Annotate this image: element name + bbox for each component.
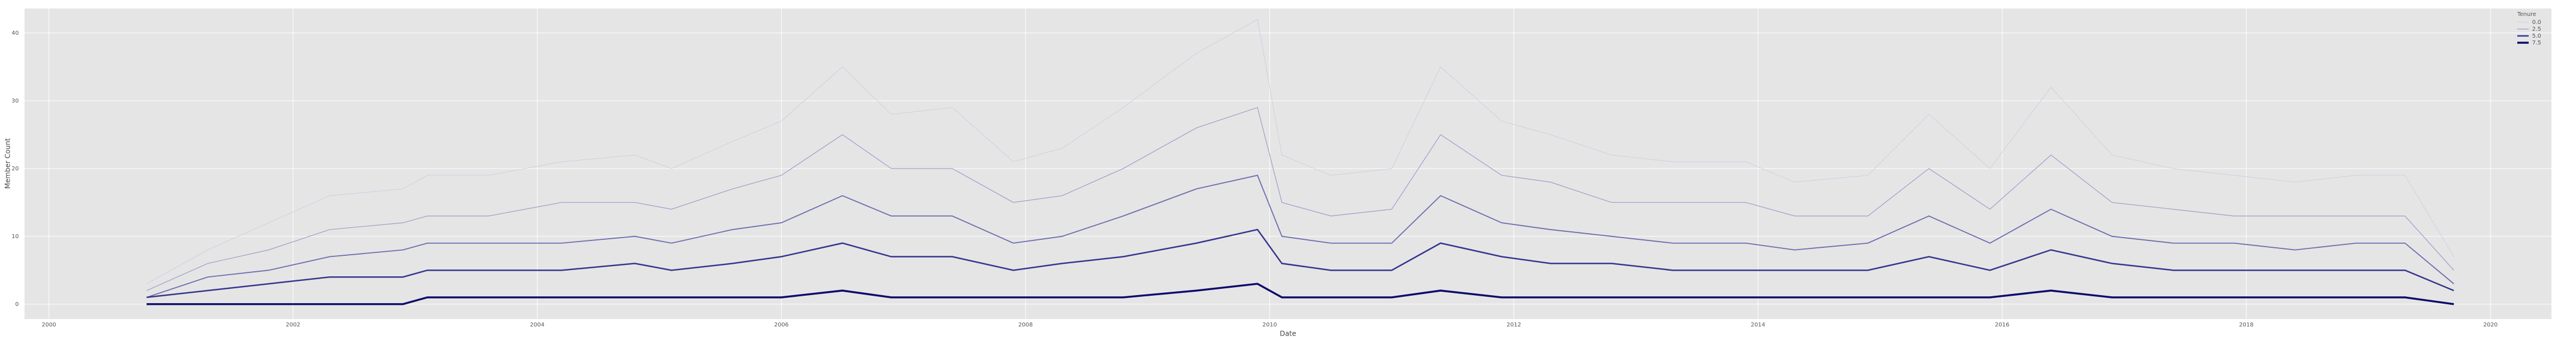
plot-area <box>25 9 2551 319</box>
y-axis-label: Member Count <box>4 138 12 189</box>
series-line <box>146 228 2455 299</box>
legend-title: Tenure <box>2517 11 2536 18</box>
x-tick-label: 2016 <box>1995 322 2009 328</box>
series-line <box>146 174 2455 298</box>
x-tick-label: 2018 <box>2239 322 2253 328</box>
series-line <box>146 19 2455 284</box>
x-tick-label: 2006 <box>774 322 789 328</box>
x-tick-label: 2010 <box>1262 322 1277 328</box>
y-tick-label: 10 <box>11 234 19 240</box>
y-tick-label: 0 <box>15 301 19 308</box>
legend-label: 2.5 <box>2532 26 2541 32</box>
x-tick-label: 2014 <box>1751 322 1765 328</box>
x-tick-label: 2004 <box>530 322 545 328</box>
x-tick-label: 2020 <box>2483 322 2497 328</box>
y-tick-label: 40 <box>11 30 19 36</box>
x-tick-label: 2000 <box>42 322 56 328</box>
x-tick-label: 2002 <box>286 322 300 328</box>
series-line <box>147 283 2454 305</box>
legend-label: 5.0 <box>2532 33 2541 39</box>
legend-label: 7.5 <box>2532 40 2541 46</box>
x-tick-label: 2012 <box>1506 322 1521 328</box>
legend-label: 0.0 <box>2532 19 2541 26</box>
y-tick-label: 30 <box>11 98 19 104</box>
x-axis-label: Date <box>1280 330 1297 338</box>
x-tick-label: 2008 <box>1018 322 1033 328</box>
series-line <box>146 107 2455 291</box>
y-tick-label: 20 <box>11 166 19 172</box>
